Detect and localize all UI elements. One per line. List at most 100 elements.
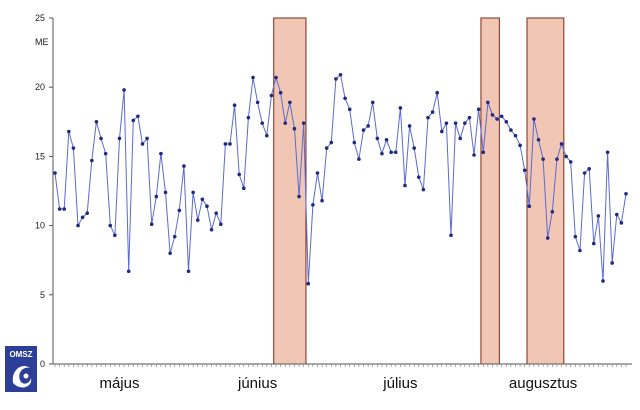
data-point (426, 115, 430, 120)
data-point (80, 215, 85, 220)
data-point (578, 248, 582, 253)
y-tick-label-5: 5 (40, 290, 45, 300)
data-point (352, 140, 357, 145)
data-point (550, 209, 555, 214)
data-point (163, 190, 168, 195)
data-point (545, 236, 550, 240)
data-point (361, 128, 366, 132)
data-point (113, 233, 117, 238)
data-point (108, 223, 113, 228)
data-point (407, 124, 412, 128)
data-point (393, 150, 398, 155)
data-point (555, 157, 559, 161)
logo-swirl-icon (12, 365, 32, 388)
data-point (596, 214, 601, 218)
data-point (536, 137, 541, 142)
data-point (131, 118, 136, 123)
data-point (122, 88, 126, 92)
data-point (357, 157, 361, 161)
data-point (269, 93, 274, 98)
month-label-4: augusztus (509, 375, 577, 392)
data-point (463, 121, 467, 125)
data-point (329, 140, 334, 145)
data-point (375, 136, 380, 141)
data-point (278, 90, 283, 95)
x-ticks (54, 364, 627, 367)
logo-dot-icon (23, 373, 29, 379)
data-point (136, 114, 140, 119)
data-point (559, 142, 564, 146)
data-point (504, 120, 509, 124)
data-point (320, 198, 324, 203)
data-point (412, 146, 416, 150)
month-label-2: június (237, 375, 277, 392)
data-point (458, 136, 463, 141)
y-tick-label-0: 0 (40, 359, 45, 369)
data-point (306, 281, 311, 286)
logo-text: OMSZ (9, 350, 32, 359)
data-point (145, 136, 149, 141)
data-point (591, 241, 596, 246)
data-point (255, 100, 260, 105)
data-point (380, 151, 384, 156)
data-point (209, 227, 214, 232)
data-point (389, 150, 393, 155)
data-point (205, 204, 209, 209)
data-point (149, 222, 154, 227)
y-tick-label-25: 25 (35, 13, 45, 23)
data-point (232, 103, 237, 107)
data-point (582, 171, 587, 175)
data-point (168, 251, 172, 256)
data-point (228, 142, 232, 146)
data-point (241, 186, 246, 191)
data-point (476, 107, 481, 112)
data-point (283, 121, 288, 125)
data-point (518, 143, 522, 148)
data-point (398, 106, 403, 110)
data-point (605, 150, 610, 155)
data-point (99, 136, 103, 141)
data-point (541, 157, 545, 161)
data-point (237, 172, 241, 177)
data-point (154, 194, 159, 199)
data-point (610, 261, 614, 265)
y-tick-label-15: 15 (35, 151, 45, 161)
data-point (532, 117, 536, 121)
data-point (301, 121, 306, 125)
data-point (57, 207, 62, 211)
data-point (499, 114, 504, 119)
data-point (71, 146, 76, 150)
data-point (218, 222, 223, 227)
data-point (527, 204, 532, 209)
month-label-3: július (382, 375, 417, 392)
y-tick-label-10: 10 (35, 221, 45, 231)
data-point (370, 100, 375, 105)
data-point (338, 72, 343, 77)
data-point (94, 120, 99, 124)
data-point (490, 113, 495, 117)
data-point (619, 221, 624, 225)
data-point (568, 160, 573, 164)
data-point (403, 183, 407, 188)
data-point (172, 234, 177, 239)
data-point (182, 164, 186, 168)
y-ticks: 0 5 10 15 20 25 (35, 13, 53, 369)
highlight-band-2 (480, 17, 500, 365)
data-point (614, 212, 619, 217)
data-point (472, 153, 476, 157)
data-point (421, 187, 426, 192)
data-point (343, 96, 347, 101)
data-point (297, 194, 301, 199)
data-point (76, 223, 80, 228)
data-point (62, 207, 67, 211)
data-point (430, 110, 435, 114)
data-point (467, 115, 472, 120)
data-point (587, 167, 591, 171)
data-point (435, 90, 440, 95)
data-point (246, 115, 251, 120)
data-point (186, 269, 191, 274)
data-point (315, 171, 320, 175)
omsz-logo: OMSZ (5, 346, 37, 392)
data-point (481, 150, 486, 155)
data-point (601, 279, 605, 283)
